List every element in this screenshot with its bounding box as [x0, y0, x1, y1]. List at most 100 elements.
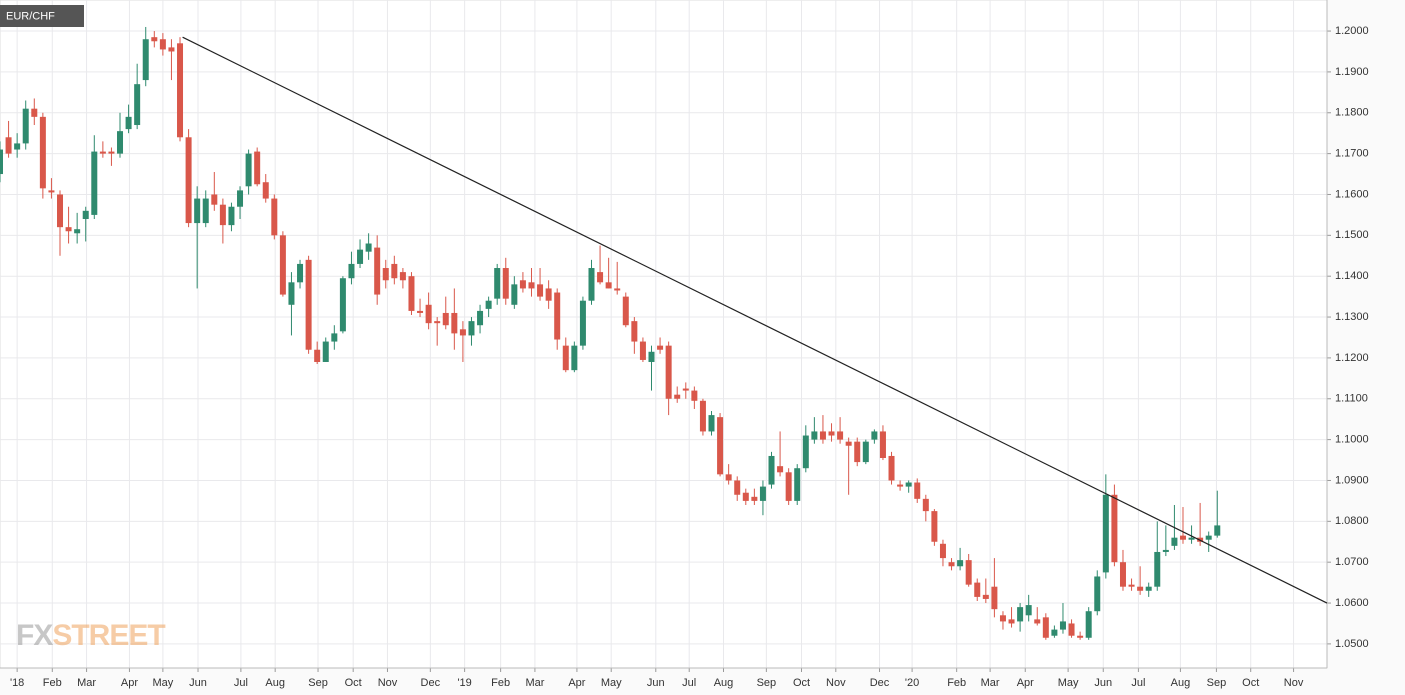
candle: [1077, 631, 1084, 640]
candle: [854, 437, 861, 467]
candle-body: [142, 39, 149, 81]
candle: [571, 341, 578, 373]
candle: [142, 26, 149, 87]
candle-body: [1068, 623, 1075, 636]
candle-body: [219, 204, 226, 226]
candle: [699, 398, 706, 436]
candle: [1017, 603, 1024, 632]
candle-body: [1034, 619, 1041, 624]
candle-body: [434, 321, 441, 324]
candle-body: [837, 431, 844, 440]
candle: [459, 321, 466, 362]
candle: [914, 478, 921, 503]
candle: [657, 337, 664, 354]
candle: [905, 480, 912, 493]
candle: [417, 298, 424, 318]
x-tick-label: Jul: [682, 677, 696, 689]
candle-body: [177, 43, 184, 138]
candle: [125, 104, 132, 134]
candle-body: [485, 300, 492, 309]
candle-body: [408, 276, 415, 311]
candle-body: [914, 482, 921, 499]
candle-body: [425, 304, 432, 324]
candle: [357, 239, 364, 269]
candle-body: [348, 263, 355, 279]
x-tick-label: Dec: [421, 677, 441, 689]
candle-body: [451, 312, 458, 334]
candle: [999, 611, 1006, 630]
y-tick-label: 1.1400: [1335, 270, 1369, 282]
candle-body: [202, 198, 209, 224]
x-tick-label: Apr: [121, 677, 138, 689]
candle: [725, 464, 732, 485]
candle-body: [922, 498, 929, 512]
x-tick-label: May: [1058, 677, 1079, 689]
candle-body: [751, 496, 758, 501]
candle-body: [554, 292, 561, 340]
symbol-tag: [0, 5, 84, 27]
candle: [1162, 525, 1169, 557]
candle: [91, 135, 98, 219]
candle: [1137, 566, 1144, 595]
candle-body: [862, 441, 869, 463]
candle-body: [31, 108, 38, 117]
candle: [631, 317, 638, 354]
candle: [425, 292, 432, 330]
candle: [5, 120, 12, 158]
candle-body: [794, 468, 801, 501]
y-tick-label: 1.1800: [1335, 107, 1369, 119]
candle: [322, 337, 329, 362]
candle-body: [657, 345, 664, 350]
candle-body: [759, 486, 766, 501]
x-tick-label: Nov: [826, 677, 846, 689]
candle-body: [117, 131, 124, 154]
candle: [237, 186, 244, 219]
candle: [922, 494, 929, 522]
candle: [151, 31, 158, 48]
candle-body: [357, 249, 364, 264]
y-tick-label: 1.2000: [1335, 25, 1369, 37]
candle: [837, 417, 844, 444]
candle: [751, 488, 758, 505]
candle-body: [708, 415, 715, 432]
candle: [477, 304, 484, 334]
candle-body: [159, 39, 166, 50]
candle: [82, 206, 89, 242]
candle-body: [99, 151, 106, 154]
candle: [622, 292, 629, 328]
x-tick-label: Feb: [43, 677, 62, 689]
candle: [717, 413, 724, 477]
candle: [228, 202, 235, 232]
y-tick-label: 1.0500: [1335, 638, 1369, 650]
candle-body: [682, 388, 689, 391]
candle-body: [5, 137, 12, 154]
candle-body: [185, 137, 192, 224]
candle: [31, 98, 38, 126]
candle-body: [125, 116, 132, 130]
candle: [134, 63, 141, 130]
watermark-street: STREET: [52, 619, 165, 652]
candle: [65, 206, 72, 244]
candle-body: [1008, 619, 1015, 624]
candle-body: [605, 282, 612, 289]
candle: [588, 259, 595, 305]
candle-body: [494, 268, 501, 299]
x-tick-label: Apr: [568, 677, 585, 689]
x-tick-label: '18: [10, 677, 24, 689]
candle: [451, 288, 458, 350]
candle: [1034, 607, 1041, 626]
x-tick-label: Sep: [1207, 677, 1227, 689]
candle-body: [699, 400, 706, 432]
candle-body: [1025, 605, 1032, 616]
candle: [708, 411, 715, 436]
x-tick-label: Jul: [234, 677, 248, 689]
candle: [1025, 594, 1032, 622]
candle-body: [1188, 537, 1195, 540]
candle-body: [477, 310, 484, 326]
candle-body: [237, 190, 244, 207]
candle: [931, 509, 938, 546]
candle: [957, 547, 964, 571]
candle: [648, 345, 655, 391]
y-tick-label: 1.0900: [1335, 474, 1369, 486]
candle-body: [631, 321, 638, 342]
